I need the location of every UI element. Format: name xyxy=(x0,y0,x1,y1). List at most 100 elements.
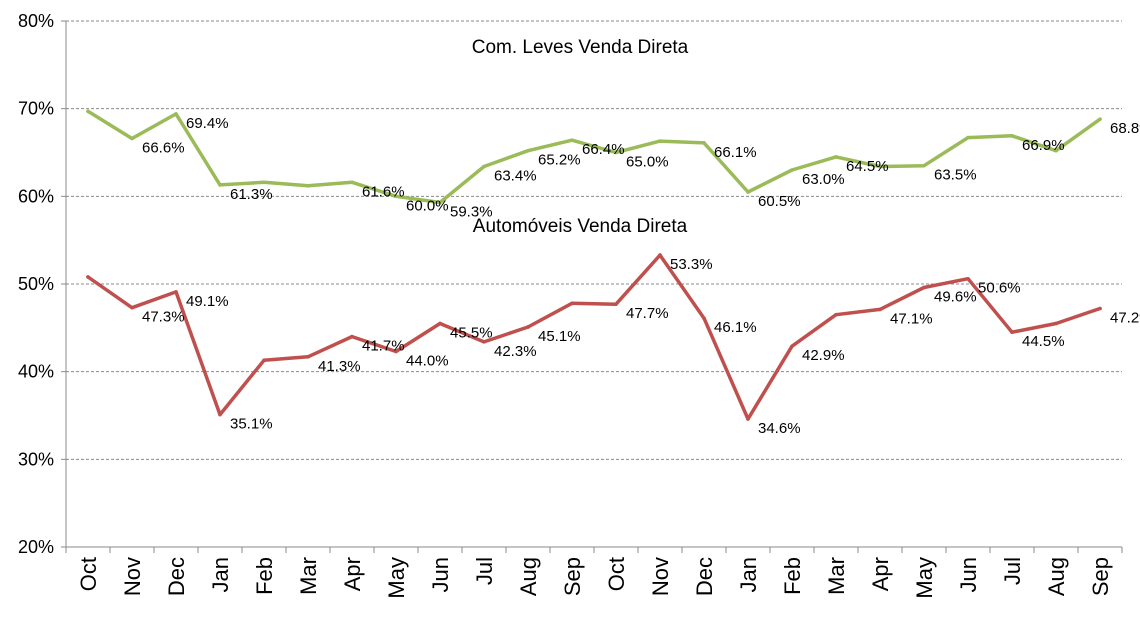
data-label: 60.5% xyxy=(758,193,801,210)
data-label: 47.3% xyxy=(142,309,185,326)
data-point xyxy=(966,135,970,140)
data-point xyxy=(702,316,706,320)
data-label: 50.6% xyxy=(978,280,1021,297)
data-label: 49.1% xyxy=(186,293,229,310)
y-tick-label: 40% xyxy=(18,362,54,382)
series-titles: Com. Leves Venda Direta Automóveis Venda… xyxy=(472,37,689,237)
data-label: 59.3% xyxy=(450,203,493,220)
data-point xyxy=(130,136,134,141)
data-point xyxy=(1010,134,1014,138)
data-point xyxy=(394,194,398,199)
data-label: 66.6% xyxy=(142,139,185,156)
data-point xyxy=(262,358,266,363)
data-label: 42.3% xyxy=(494,343,537,360)
data-label: 69.4% xyxy=(186,115,229,132)
data-point xyxy=(526,148,530,153)
data-label: 63.0% xyxy=(802,171,845,188)
data-point xyxy=(834,155,838,159)
data-point xyxy=(86,109,90,114)
data-point xyxy=(394,349,398,354)
data-point xyxy=(1054,148,1058,153)
data-point xyxy=(790,344,794,349)
data-label: 42.9% xyxy=(802,347,845,364)
x-tick-label: Nov xyxy=(648,557,673,596)
x-tick-label: Jul xyxy=(1000,557,1025,585)
data-label: 46.1% xyxy=(714,319,757,336)
data-point xyxy=(1010,330,1014,335)
data-point xyxy=(482,164,486,169)
data-label: 66.4% xyxy=(582,141,625,158)
data-label: 66.9% xyxy=(1022,137,1065,154)
data-point xyxy=(922,285,926,290)
series-line-0 xyxy=(86,109,1102,205)
x-tick-label: Sep xyxy=(560,557,585,596)
data-point xyxy=(922,163,926,168)
data-labels: 66.6%69.4% 61.3% 61.6%60.0% 59.3% 63.4%65.2%… xyxy=(142,115,1140,437)
data-point xyxy=(966,276,970,281)
data-point xyxy=(834,312,838,317)
data-label: 45.5% xyxy=(450,324,493,341)
y-tick-label: 60% xyxy=(18,186,54,206)
gridlines xyxy=(66,20,1122,460)
x-tick-label: Mar xyxy=(296,557,321,595)
data-point xyxy=(438,321,442,326)
data-point xyxy=(174,290,178,294)
data-label: 64.5% xyxy=(846,158,889,175)
data-label: 41.3% xyxy=(318,358,361,375)
data-point xyxy=(218,412,222,417)
x-tick-label: Dec xyxy=(164,557,189,596)
data-point xyxy=(174,112,178,116)
x-tick-label: Aug xyxy=(516,557,541,596)
data-label: 65.2% xyxy=(538,152,581,169)
x-tick-label: Dec xyxy=(692,557,717,596)
data-point xyxy=(1098,117,1102,121)
series-line-1 xyxy=(86,253,1102,421)
x-tick-label: Sep xyxy=(1088,557,1113,596)
x-axis-ticks: Oct Nov Dec Jan Feb Mar Apr May Jun Jul Aug Sep Oct N… xyxy=(65,547,1123,599)
data-label: 61.3% xyxy=(230,186,273,203)
data-label: 49.6% xyxy=(934,289,977,306)
x-tick-label: Oct xyxy=(76,557,101,591)
data-point xyxy=(438,200,442,205)
data-label: 41.7% xyxy=(362,338,405,355)
data-point xyxy=(1054,321,1058,326)
data-point xyxy=(86,275,90,279)
series-group xyxy=(86,109,1102,421)
data-label: 44.5% xyxy=(1022,333,1065,350)
x-tick-label: Jun xyxy=(428,557,453,592)
data-point xyxy=(702,141,706,145)
data-point xyxy=(746,417,750,421)
x-tick-label: Apr xyxy=(340,557,365,591)
data-label: 34.6% xyxy=(758,420,801,437)
data-label: 61.6% xyxy=(362,183,405,200)
x-tick-label: Feb xyxy=(252,557,277,595)
data-point xyxy=(218,183,222,187)
x-tick-label: Nov xyxy=(120,557,145,596)
x-tick-label: Feb xyxy=(780,557,805,595)
data-label: 47.1% xyxy=(890,310,933,327)
x-tick-label: May xyxy=(912,557,937,599)
data-label: 47.2% xyxy=(1110,310,1140,327)
data-point xyxy=(878,307,882,312)
data-point xyxy=(658,139,662,143)
data-point xyxy=(350,334,354,339)
data-point xyxy=(790,168,794,172)
data-point xyxy=(130,305,134,310)
x-tick-label: Aug xyxy=(1044,557,1069,596)
x-tick-label: Mar xyxy=(824,557,849,595)
series-title-automoveis: Automóveis Venda Direta xyxy=(473,216,688,237)
data-label: 35.1% xyxy=(230,416,273,433)
y-tick-label: 30% xyxy=(18,449,54,469)
data-point xyxy=(306,354,310,359)
data-point xyxy=(878,164,882,169)
data-point xyxy=(526,325,530,329)
data-label: 63.5% xyxy=(934,167,977,184)
data-label: 68.8% xyxy=(1110,120,1140,137)
x-tick-label: Apr xyxy=(868,557,893,591)
data-point xyxy=(350,180,354,185)
data-label: 47.7% xyxy=(626,305,669,322)
y-axis-ticks: 20% 30% 40% 50% 60% 70% 80% xyxy=(18,11,66,557)
data-label: 45.1% xyxy=(538,328,581,345)
data-point xyxy=(614,302,618,306)
